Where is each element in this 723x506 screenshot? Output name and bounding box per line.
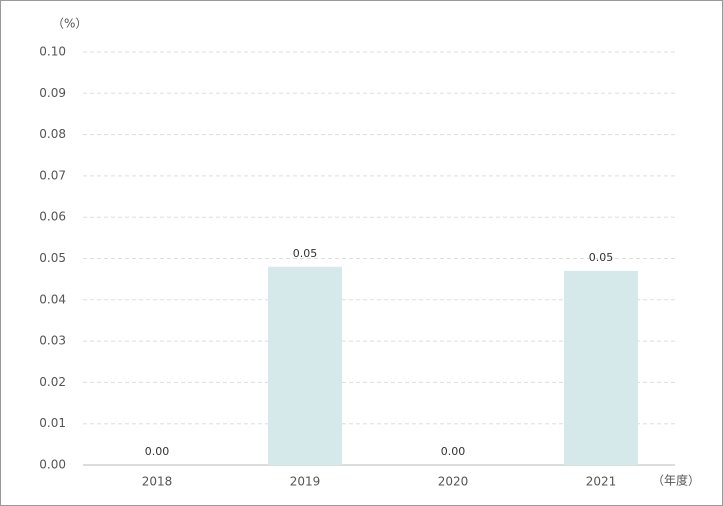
y-tick-label: 0.01 bbox=[39, 416, 66, 430]
y-tick-label: 0.03 bbox=[39, 334, 66, 348]
y-tick-label: 0.05 bbox=[39, 251, 66, 265]
x-tick-label: 2018 bbox=[142, 475, 173, 489]
y-unit: （%） bbox=[52, 17, 87, 31]
x-unit: （年度） bbox=[652, 473, 700, 488]
bar bbox=[268, 266, 342, 465]
value-label: 0.05 bbox=[293, 247, 318, 260]
y-tick-label: 0.07 bbox=[39, 168, 66, 182]
y-tick-label: 0.00 bbox=[39, 458, 66, 472]
value-label: 0.00 bbox=[145, 445, 170, 458]
x-tick-label: 2019 bbox=[290, 475, 321, 489]
y-tick-label: 0.10 bbox=[39, 45, 66, 59]
value-label: 0.00 bbox=[441, 445, 466, 458]
y-tick-label: 0.02 bbox=[39, 375, 66, 389]
bar bbox=[564, 270, 638, 465]
y-tick-label: 0.04 bbox=[39, 292, 66, 306]
y-tick-label: 0.09 bbox=[39, 86, 66, 100]
y-tick-label: 0.06 bbox=[39, 210, 66, 224]
x-tick-label: 2020 bbox=[438, 475, 469, 489]
y-tick-label: 0.08 bbox=[39, 127, 66, 141]
value-label: 0.05 bbox=[589, 251, 614, 264]
x-tick-label: 2021 bbox=[586, 475, 617, 489]
